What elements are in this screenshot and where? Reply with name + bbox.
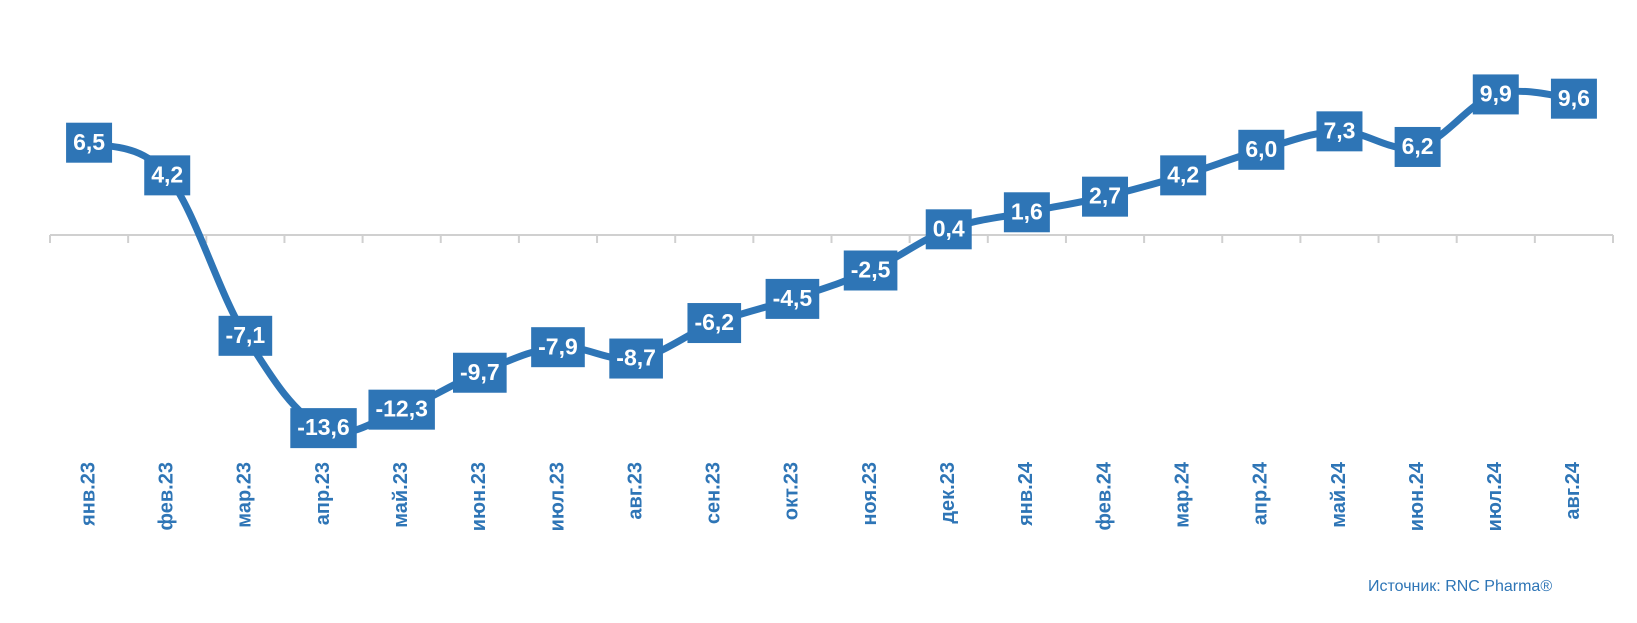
value-label-box [843,250,898,291]
value-label-box [925,209,972,250]
value-label-box [765,278,820,319]
value-label: 4,2 [151,161,183,187]
value-label: -8,7 [616,345,656,371]
value-label: 6,0 [1245,136,1277,162]
value-label: 1,6 [1011,198,1043,224]
value-label-box [1394,126,1441,167]
value-label-box [687,303,742,344]
x-tick-label: ноя.23 [859,462,881,526]
x-tick-label: апр.23 [312,462,334,525]
value-label-box [1238,129,1285,170]
value-label: -7,9 [538,333,578,359]
x-tick-label: май.24 [1328,461,1350,528]
value-label: -7,1 [226,322,266,348]
value-label-box [66,122,113,163]
value-label: 9,9 [1480,80,1512,106]
value-label: 6,5 [73,129,105,155]
value-label-box [218,315,273,356]
value-label: -13,6 [297,414,349,440]
value-label: -2,5 [851,257,891,283]
value-label: 6,2 [1402,133,1434,159]
value-label: -12,3 [375,396,427,422]
x-tick-label: фев.23 [156,462,178,530]
value-label: -6,2 [694,309,734,335]
value-label: 9,6 [1558,85,1590,111]
value-label: 0,4 [933,215,965,241]
x-tick-label: июл.24 [1484,461,1506,531]
x-tick-label: сен.23 [703,462,725,524]
source-note: Источник: RNC Pharma® [1368,578,1552,595]
x-tick-label: апр.24 [1250,461,1272,525]
value-label-box [1082,176,1129,217]
value-label: 4,2 [1167,161,1199,187]
x-tick-label: авг.23 [624,462,646,520]
value-label-box [609,338,663,379]
x-tick-label: фев.24 [1093,461,1115,530]
value-label-box [531,327,585,368]
value-label-box [453,352,507,393]
x-tick-label: дек.23 [937,462,959,524]
x-tick-label: мар.24 [1171,461,1193,528]
value-label: -4,5 [773,285,813,311]
value-label-box [1160,155,1207,196]
value-label-box [1472,74,1519,115]
value-label-box [1550,78,1597,119]
value-label: -9,7 [460,359,500,385]
x-tick-label: окт.23 [781,462,803,520]
x-tick-label: янв.24 [1015,461,1037,527]
value-label-box [290,408,357,449]
value-label-box [144,155,191,196]
value-label-box [368,389,435,430]
x-tick-label: июн.23 [468,462,490,531]
x-tick-label: июн.24 [1406,461,1428,531]
value-label-box [1003,192,1050,233]
x-tick-label: авг.24 [1562,461,1584,519]
value-label: 2,7 [1089,183,1121,209]
value-label-box [1316,111,1363,152]
value-label: 7,3 [1323,117,1355,143]
x-tick-label: мар.23 [234,462,256,528]
x-tick-label: янв.23 [77,462,99,527]
x-tick-label: июл.23 [546,462,568,531]
x-tick-label: май.23 [390,462,412,528]
